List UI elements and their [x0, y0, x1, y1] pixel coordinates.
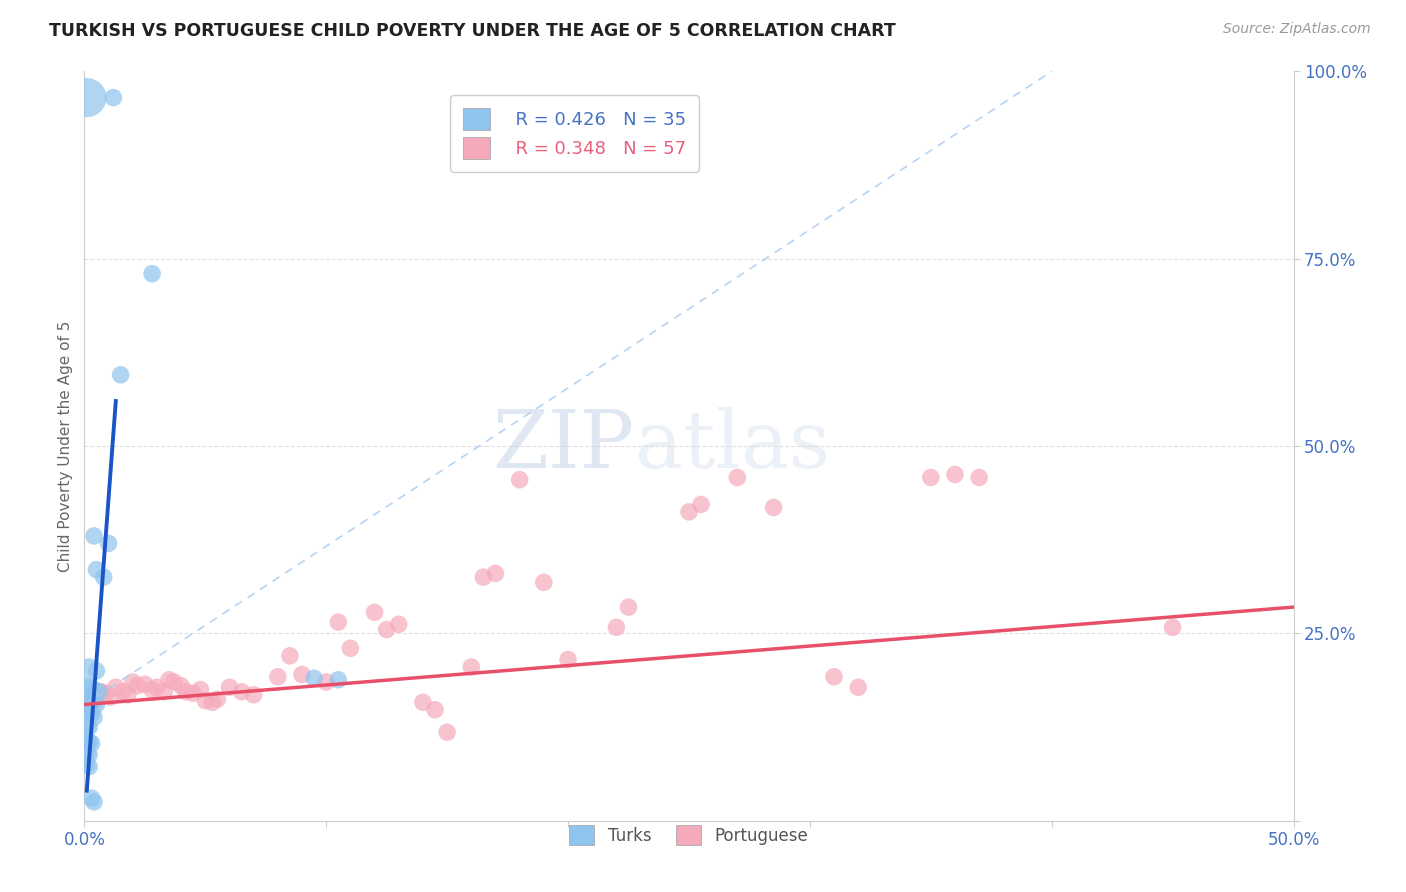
- Point: [112, 685, 135, 699]
- Point: [76, 690, 98, 704]
- Point: [170, 679, 193, 693]
- Point: [80, 791, 103, 805]
- Point: [533, 575, 555, 590]
- Point: [153, 685, 176, 699]
- Legend: Turks, Portuguese: Turks, Portuguese: [561, 816, 817, 854]
- Point: [117, 688, 139, 702]
- Point: [291, 667, 314, 681]
- Point: [90, 685, 112, 699]
- Point: [76, 717, 98, 731]
- Point: [77, 735, 100, 749]
- Point: [83, 795, 105, 809]
- Point: [86, 698, 108, 712]
- Point: [104, 680, 127, 694]
- Point: [181, 686, 204, 700]
- Point: [141, 682, 163, 697]
- Point: [141, 267, 163, 281]
- Point: [678, 505, 700, 519]
- Point: [762, 500, 785, 515]
- Point: [207, 692, 229, 706]
- Point: [86, 692, 108, 706]
- Point: [315, 675, 337, 690]
- Point: [127, 679, 149, 693]
- Point: [460, 660, 482, 674]
- Point: [76, 692, 98, 706]
- Point: [76, 90, 98, 104]
- Point: [375, 623, 398, 637]
- Point: [920, 470, 942, 484]
- Point: [77, 747, 100, 762]
- Point: [76, 757, 98, 772]
- Point: [134, 677, 156, 691]
- Point: [943, 467, 966, 482]
- Point: [557, 652, 579, 666]
- Point: [163, 675, 186, 690]
- Point: [278, 648, 301, 663]
- Point: [231, 685, 253, 699]
- Point: [388, 617, 411, 632]
- Point: [77, 660, 100, 674]
- Text: ZIP: ZIP: [492, 407, 634, 485]
- Text: TURKISH VS PORTUGUESE CHILD POVERTY UNDER THE AGE OF 5 CORRELATION CHART: TURKISH VS PORTUGUESE CHILD POVERTY UNDE…: [49, 22, 896, 40]
- Point: [846, 680, 869, 694]
- Point: [412, 695, 434, 709]
- Point: [94, 686, 117, 700]
- Point: [83, 529, 105, 543]
- Point: [436, 725, 458, 739]
- Point: [328, 673, 350, 687]
- Point: [80, 688, 103, 702]
- Point: [363, 605, 385, 619]
- Point: [328, 615, 350, 629]
- Point: [509, 473, 531, 487]
- Point: [100, 690, 122, 704]
- Point: [725, 470, 748, 484]
- Point: [110, 368, 132, 382]
- Point: [605, 620, 627, 634]
- Point: [77, 705, 100, 719]
- Point: [190, 682, 212, 697]
- Point: [339, 641, 361, 656]
- Point: [103, 90, 125, 104]
- Point: [201, 695, 224, 709]
- Point: [80, 706, 103, 721]
- Point: [80, 695, 103, 709]
- Point: [83, 682, 105, 697]
- Point: [97, 536, 120, 550]
- Point: [86, 563, 108, 577]
- Point: [472, 570, 495, 584]
- Text: Source: ZipAtlas.com: Source: ZipAtlas.com: [1223, 22, 1371, 37]
- Point: [121, 675, 143, 690]
- Point: [87, 685, 110, 699]
- Point: [77, 720, 100, 734]
- Point: [302, 671, 325, 685]
- Point: [194, 694, 217, 708]
- Point: [267, 670, 290, 684]
- Point: [617, 600, 640, 615]
- Point: [174, 685, 197, 699]
- Point: [77, 680, 100, 694]
- Point: [967, 470, 990, 484]
- Point: [76, 677, 98, 691]
- Point: [77, 694, 100, 708]
- Text: atlas: atlas: [634, 407, 830, 485]
- Point: [77, 760, 100, 774]
- Point: [242, 688, 264, 702]
- Point: [80, 736, 103, 750]
- Point: [146, 680, 169, 694]
- Point: [157, 673, 180, 687]
- Point: [76, 703, 98, 717]
- Point: [690, 498, 713, 512]
- Point: [76, 732, 98, 747]
- Point: [76, 746, 98, 760]
- Point: [93, 570, 115, 584]
- Y-axis label: Child Poverty Under the Age of 5: Child Poverty Under the Age of 5: [58, 320, 73, 572]
- Point: [1161, 620, 1184, 634]
- Point: [218, 680, 240, 694]
- Point: [823, 670, 845, 684]
- Point: [423, 703, 446, 717]
- Point: [83, 710, 105, 724]
- Point: [86, 664, 108, 678]
- Point: [484, 566, 506, 581]
